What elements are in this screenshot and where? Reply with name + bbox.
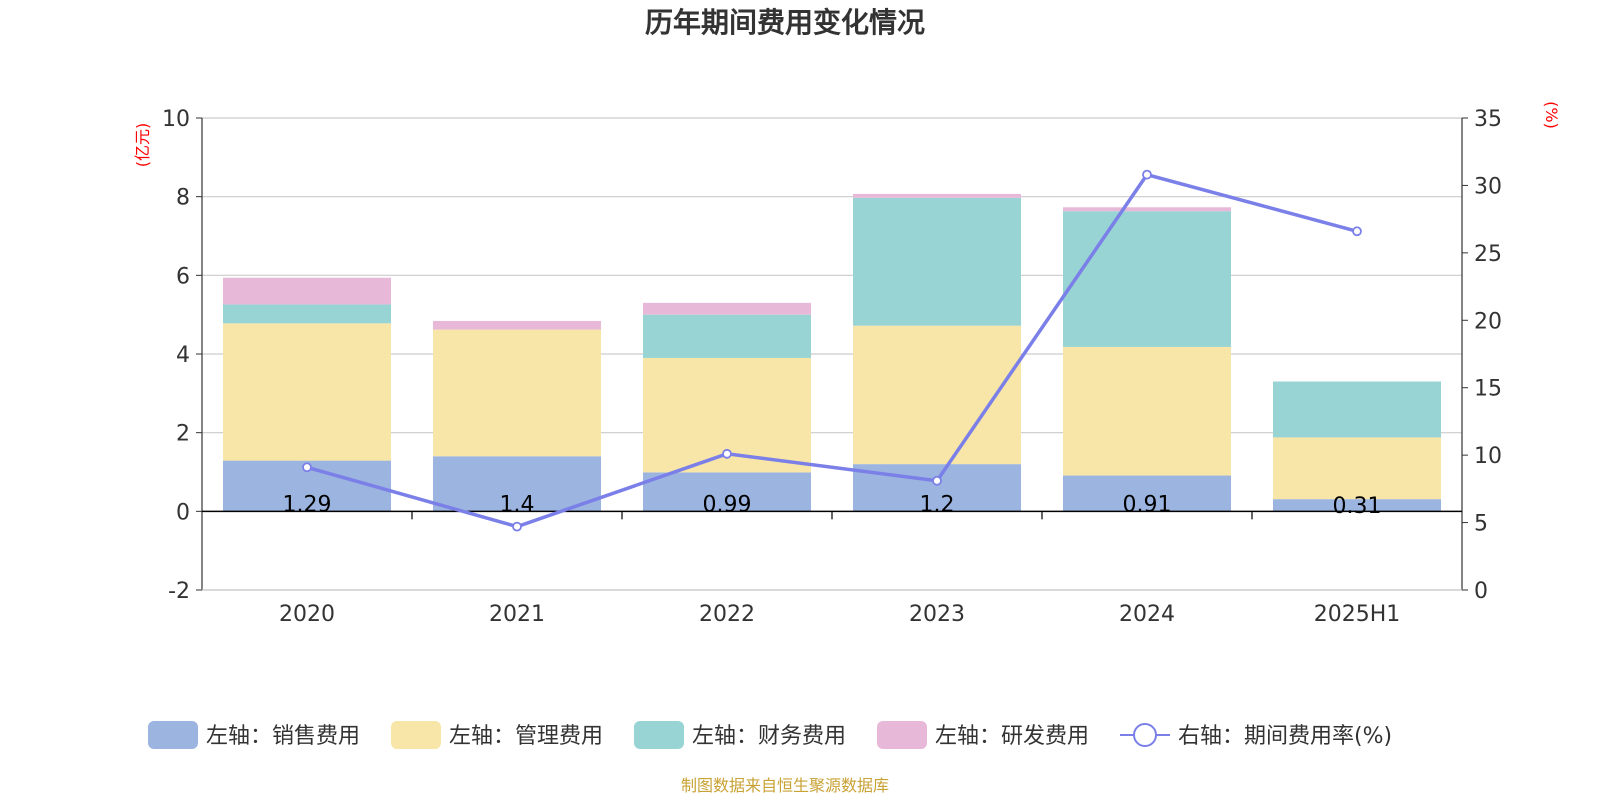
category-label: 2024 xyxy=(1119,602,1175,627)
ratio-point xyxy=(512,521,522,532)
category-label: 2020 xyxy=(279,602,335,627)
bar-segment xyxy=(223,304,391,324)
bar-segment xyxy=(643,314,811,358)
axes xyxy=(196,117,1468,591)
data-label: 1.4 xyxy=(500,492,535,517)
legend-swatch xyxy=(877,721,927,749)
bar-segment xyxy=(1273,499,1441,512)
bar-segment xyxy=(643,302,811,315)
source-note: 制图数据来自恒生聚源数据库 xyxy=(681,776,889,795)
axis-ticks: -2 0 2 4 6 8 10 0 5 10 15 20 25 30 35 2020 2021 2022 2023 2… xyxy=(162,107,1502,627)
bar-segment xyxy=(223,323,391,461)
left-axis-unit: (亿元) xyxy=(133,123,152,168)
bar-segment xyxy=(1273,381,1441,438)
legend-item[interactable]: 左轴：研发费用 xyxy=(877,721,1089,749)
category-label: 2021 xyxy=(489,602,545,627)
data-labels: 1.29 1.4 0.99 1.2 0.91 0.31 xyxy=(283,492,1382,519)
right-tick-label: 10 xyxy=(1474,444,1502,469)
category-label: 2023 xyxy=(909,602,965,627)
bar-segment xyxy=(853,193,1021,198)
right-tick-label: 0 xyxy=(1474,579,1488,604)
legend-label: 左轴：销售费用 xyxy=(206,724,360,749)
bar-segment xyxy=(643,472,811,512)
left-tick-label: 4 xyxy=(176,343,190,368)
data-label: 0.91 xyxy=(1123,492,1172,517)
right-tick-label: 20 xyxy=(1474,309,1502,334)
left-tick-label: 6 xyxy=(176,264,190,289)
ratio-line xyxy=(302,169,1362,532)
legend-swatch xyxy=(391,721,441,749)
bar-segment xyxy=(1063,207,1231,212)
bar-segment xyxy=(1063,211,1231,347)
data-label: 0.99 xyxy=(703,492,752,517)
legend-label: 右轴：期间费用率(%) xyxy=(1178,724,1392,749)
data-label: 0.31 xyxy=(1333,494,1382,519)
data-label: 1.2 xyxy=(920,492,955,517)
right-tick-label: 30 xyxy=(1474,174,1502,199)
legend-swatch xyxy=(148,721,198,749)
bar-segment xyxy=(853,197,1021,326)
legend-marker xyxy=(1133,723,1157,747)
legend-item[interactable]: 左轴：销售费用 xyxy=(148,721,360,749)
data-label: 1.29 xyxy=(283,492,332,517)
left-tick-label: 10 xyxy=(162,107,190,132)
ratio-point xyxy=(1142,169,1152,180)
legend-swatch xyxy=(634,721,684,749)
bar-segment xyxy=(853,325,1021,465)
ratio-point xyxy=(932,475,942,486)
category-label: 2025H1 xyxy=(1314,602,1401,627)
legend-item[interactable]: 右轴：期间费用率(%) xyxy=(1120,723,1392,749)
bar-segment xyxy=(1273,437,1441,500)
chart-title: 历年期间费用变化情况 xyxy=(645,6,925,39)
ratio-point xyxy=(722,448,732,459)
legend-label: 左轴：管理费用 xyxy=(449,724,603,749)
ratio-point xyxy=(1352,226,1362,237)
left-tick-label: 0 xyxy=(176,500,190,525)
right-tick-label: 15 xyxy=(1474,377,1502,402)
right-axis-unit: (%) xyxy=(1542,101,1561,129)
bar-segment xyxy=(1063,475,1231,512)
legend-label: 左轴：财务费用 xyxy=(692,724,846,749)
bars xyxy=(223,193,1441,512)
bar-segment xyxy=(433,456,601,512)
bar-segment xyxy=(1063,346,1231,476)
ratio-line-path xyxy=(306,172,1358,529)
bar-segment xyxy=(433,320,601,330)
ratio-point xyxy=(302,462,312,473)
left-tick-label: 2 xyxy=(176,422,190,447)
legend-item[interactable]: 左轴：财务费用 xyxy=(634,721,846,749)
legend-label: 左轴：研发费用 xyxy=(935,724,1089,749)
right-tick-label: 35 xyxy=(1474,107,1502,132)
left-tick-label: 8 xyxy=(176,186,190,211)
legend-item[interactable]: 左轴：管理费用 xyxy=(391,721,603,749)
category-label: 2022 xyxy=(699,602,755,627)
right-tick-label: 5 xyxy=(1474,512,1488,537)
bar-segment xyxy=(433,329,601,457)
right-tick-label: 25 xyxy=(1474,242,1502,267)
left-tick-label: -2 xyxy=(168,579,190,604)
bar-segment xyxy=(223,277,391,305)
legend[interactable]: 左轴：销售费用 左轴：管理费用 左轴：财务费用 左轴：研发费用 右轴：期间费用率(%) xyxy=(148,721,1392,749)
